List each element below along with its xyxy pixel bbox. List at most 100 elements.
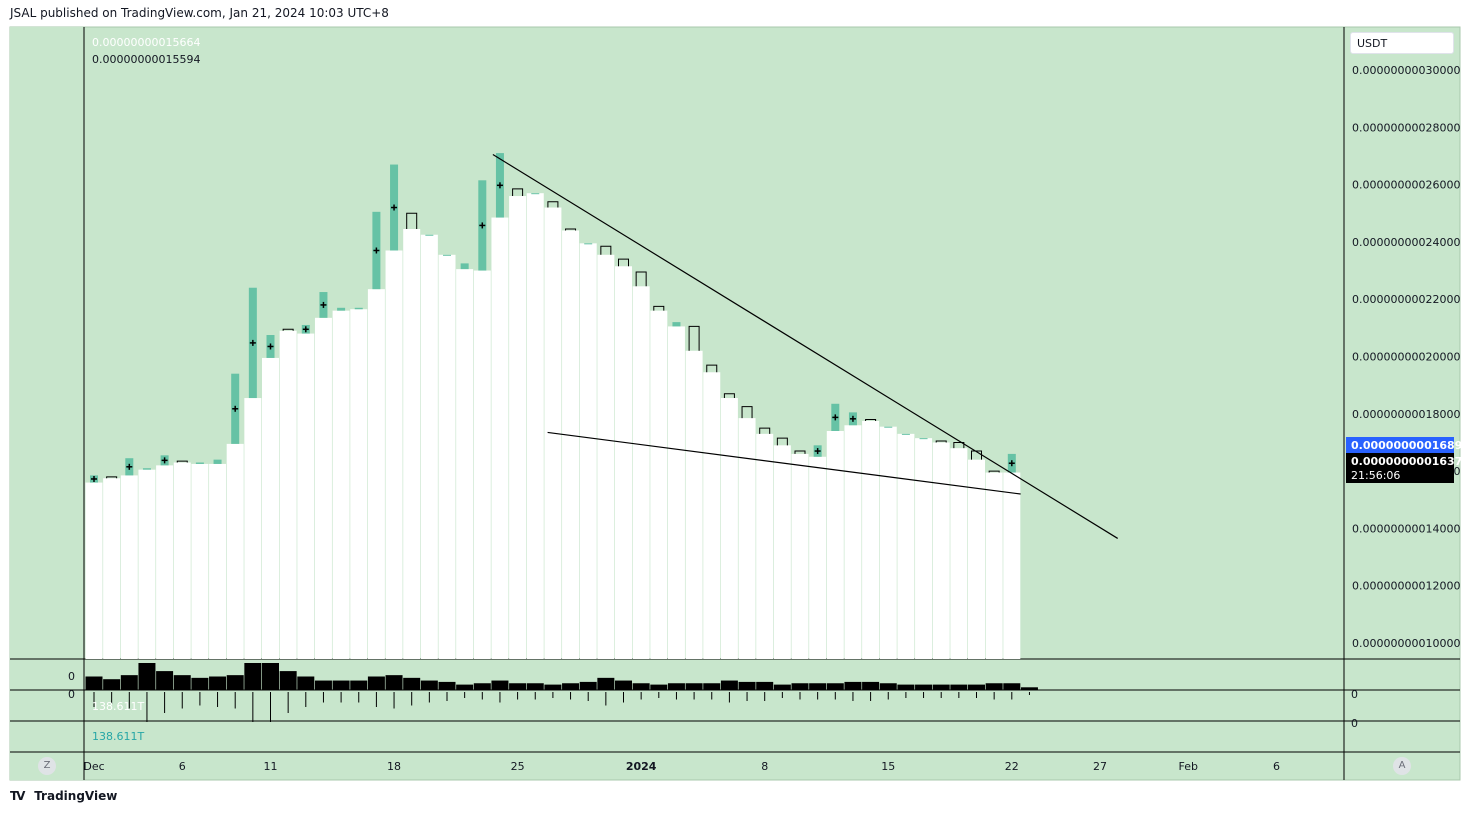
candle-base xyxy=(756,433,774,659)
y-axis-tick-label: 0.00000000022000 xyxy=(1352,293,1460,306)
candle-base xyxy=(297,333,315,659)
y-axis-tick-label: 0.00000000024000 xyxy=(1352,236,1460,249)
volume-bar xyxy=(879,683,897,690)
candle-body-up xyxy=(354,307,363,310)
candle-body-down xyxy=(653,305,665,311)
candle-body-up xyxy=(337,307,346,311)
candle-body-up xyxy=(901,433,910,435)
legend-line-1: 0.00000000015664 xyxy=(92,36,201,49)
auto-scale-button[interactable]: A xyxy=(1393,757,1411,775)
candle-base xyxy=(650,310,668,659)
candle-body-down xyxy=(600,245,612,255)
candle-base xyxy=(703,372,721,659)
y-axis-tick-label: 0.00000000030000 xyxy=(1352,64,1460,77)
candle-base xyxy=(279,330,297,659)
candle-base xyxy=(191,463,209,659)
auto-zoom-button[interactable]: Z xyxy=(38,757,56,775)
candle-body-down xyxy=(512,188,524,197)
y-axis-tick-label: 0.00000000028000 xyxy=(1352,121,1460,134)
candle-base xyxy=(950,448,968,659)
volume-bar xyxy=(138,663,156,690)
volume-bar xyxy=(720,680,738,690)
volume-bar xyxy=(809,683,827,690)
bar-countdown: 21:56:06 xyxy=(1351,469,1401,482)
candle-body-up xyxy=(425,234,434,236)
currency-button[interactable]: USDT xyxy=(1350,32,1454,54)
volume-bar xyxy=(579,681,597,690)
candle-base xyxy=(985,472,1003,659)
candle-body-down xyxy=(741,406,753,419)
candle-base xyxy=(367,289,385,659)
candle-base xyxy=(244,398,262,659)
candle-base xyxy=(667,326,685,659)
candle-base xyxy=(526,193,544,659)
volume-bar xyxy=(120,675,138,690)
y-axis-tick-label: 0.00000000018000 xyxy=(1352,408,1460,421)
candle-base xyxy=(509,196,527,659)
volume-bar xyxy=(438,681,456,690)
candle-base xyxy=(597,254,615,660)
candle-body-down xyxy=(723,393,735,399)
candle-body-down xyxy=(635,271,647,287)
volume-bar xyxy=(385,675,403,690)
candle-body-up xyxy=(884,426,893,428)
candle-body-down xyxy=(618,258,629,267)
candle-base xyxy=(473,270,491,659)
volume-bar xyxy=(597,677,615,690)
candle-base xyxy=(632,286,650,659)
x-axis-tick-label: 15 xyxy=(881,760,895,773)
x-axis-tick-label: Feb xyxy=(1179,760,1198,773)
candle-body-up xyxy=(142,468,151,470)
trendline xyxy=(547,431,1021,495)
volume-bar xyxy=(314,680,332,690)
volume-bar xyxy=(156,671,174,690)
candle-base xyxy=(826,430,844,659)
volume-bar xyxy=(85,676,103,690)
volume-bar xyxy=(226,675,244,690)
candle-base xyxy=(138,469,156,659)
x-axis-tick-label: 6 xyxy=(1273,760,1280,773)
last-price-label: 0.00000000016899 xyxy=(1346,437,1470,454)
candle-body-down xyxy=(759,427,771,434)
candle-base xyxy=(332,310,350,659)
candle-base xyxy=(420,234,438,660)
volume-bar xyxy=(826,683,844,690)
x-axis-tick-label: 6 xyxy=(179,760,186,773)
volume-layer xyxy=(85,663,1038,690)
y-axis-tick-label: 0.00000000026000 xyxy=(1352,179,1460,192)
candle-base xyxy=(491,217,509,660)
volume-bar xyxy=(915,684,933,690)
candle-base xyxy=(403,229,421,659)
candle-body-down xyxy=(988,470,1000,473)
volume-bar xyxy=(103,679,121,690)
candle-base xyxy=(915,438,933,659)
candle-base xyxy=(720,398,738,659)
x-axis-tick-label: Dec xyxy=(83,760,104,773)
candle-base xyxy=(226,443,244,659)
y-axis-tick-label: 0.00000000012000 xyxy=(1352,580,1460,593)
candle-body-down xyxy=(106,476,118,479)
candle-base xyxy=(897,433,915,659)
volume-bar xyxy=(667,683,685,690)
candle-body-up xyxy=(531,193,540,195)
candle-base xyxy=(438,254,456,660)
volume-bar xyxy=(703,683,721,690)
publish-header: JSAL published on TradingView.com, Jan 2… xyxy=(10,6,389,20)
volume-bar xyxy=(279,671,297,690)
candle-base xyxy=(844,425,862,659)
volume-bar xyxy=(491,680,509,690)
candle-body-down xyxy=(794,450,806,454)
volume-bar xyxy=(1020,687,1038,690)
volume-bar xyxy=(632,683,650,690)
candle-body-up xyxy=(443,254,451,256)
candle-base xyxy=(103,478,121,659)
candle-body-down xyxy=(953,441,965,449)
candle-body-down xyxy=(547,201,559,208)
volume-bar xyxy=(191,677,209,690)
candle-body-up xyxy=(460,263,469,270)
volume-bar xyxy=(403,677,421,690)
volume-bar xyxy=(544,684,562,690)
volume-bar xyxy=(173,675,191,690)
candle-base xyxy=(615,266,632,659)
